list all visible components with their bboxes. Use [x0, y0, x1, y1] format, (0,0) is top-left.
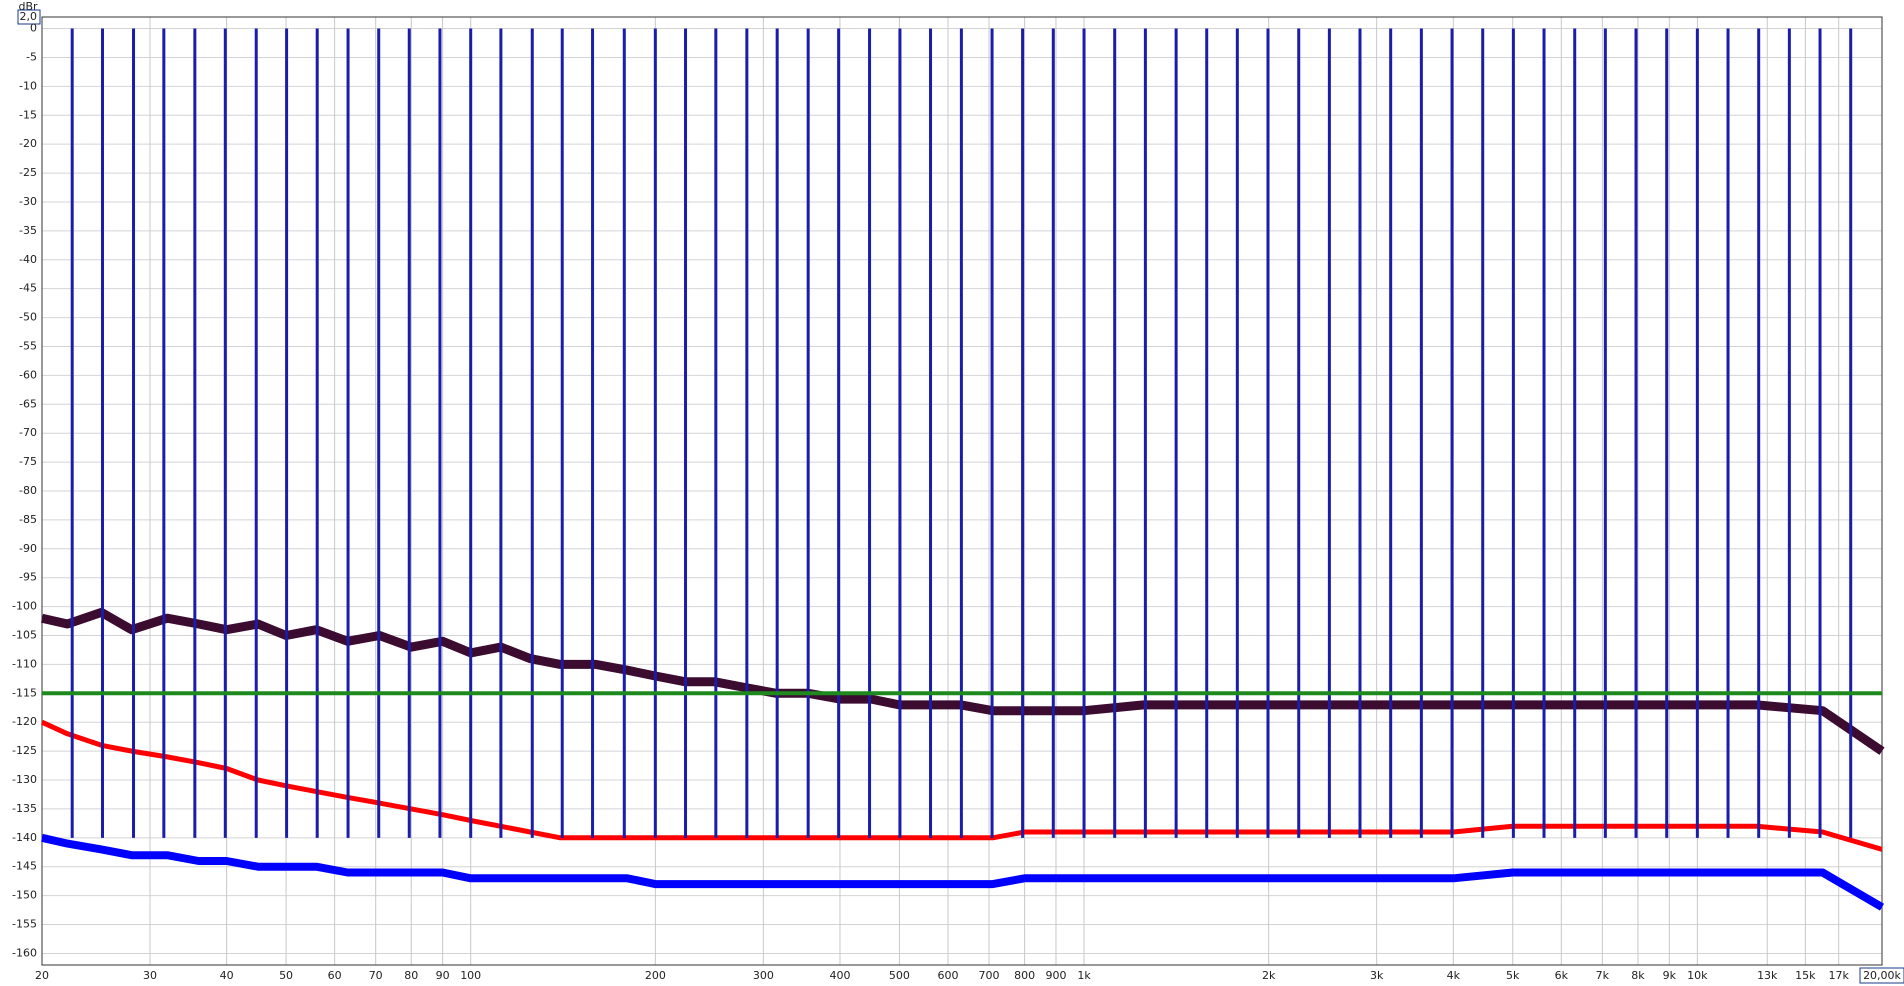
- x-tick-label: 500: [889, 969, 910, 982]
- y-tick-label: -135: [12, 802, 37, 815]
- y-tick-label: 2,0: [20, 10, 38, 23]
- y-tick-label: -120: [12, 715, 37, 728]
- x-tick-label: 17k: [1829, 969, 1850, 982]
- y-tick-label: -105: [12, 629, 37, 642]
- x-tick-label: 100: [460, 969, 481, 982]
- x-tick-label: 800: [1014, 969, 1035, 982]
- x-tick-label: 6k: [1555, 969, 1569, 982]
- y-tick-label: -90: [19, 542, 37, 555]
- x-tick-label: 50: [279, 969, 293, 982]
- x-tick-label: 900: [1045, 969, 1066, 982]
- y-tick-label: -30: [19, 195, 37, 208]
- x-tick-label: 5k: [1506, 969, 1520, 982]
- y-tick-label: -45: [19, 282, 37, 295]
- x-tick-label: 30: [143, 969, 157, 982]
- y-tick-label: -100: [12, 600, 37, 613]
- y-tick-label: -140: [12, 831, 37, 844]
- x-tick-label: 600: [937, 969, 958, 982]
- y-tick-label: -160: [12, 946, 37, 959]
- spectrum-line: [40, 607, 1885, 755]
- x-tick-label: 20: [35, 969, 49, 982]
- x-tick-label: 400: [829, 969, 850, 982]
- y-tick-label: -75: [19, 455, 37, 468]
- y-tick-label: -70: [19, 426, 37, 439]
- spectrum-line: [40, 719, 1883, 852]
- y-tick-label: -145: [12, 860, 37, 873]
- y-tick-label: -130: [12, 773, 37, 786]
- x-tick-label: 300: [753, 969, 774, 982]
- y-tick-label: -95: [19, 571, 37, 584]
- y-tick-label: -50: [19, 311, 37, 324]
- y-tick-label: -5: [26, 50, 37, 63]
- x-tick-label: 9k: [1663, 969, 1677, 982]
- x-tick-label: 2k: [1262, 969, 1276, 982]
- range-box: [1859, 967, 1904, 984]
- y-tick-label: -150: [12, 889, 37, 902]
- y-tick-label: -55: [19, 339, 37, 352]
- y-tick-label: -15: [19, 108, 37, 121]
- x-tick-label: 60: [328, 969, 342, 982]
- y-tick-label: -40: [19, 253, 37, 266]
- x-tick-label: 700: [979, 969, 1000, 982]
- x-tick-label: 15k: [1795, 969, 1816, 982]
- x-tick-label: 13k: [1757, 969, 1778, 982]
- y-tick-label: -20: [19, 137, 37, 150]
- x-tick-label: 40: [220, 969, 234, 982]
- y-tick-label: -60: [19, 368, 37, 381]
- y-tick-label: -10: [19, 79, 37, 92]
- y-tick-label: 0: [30, 22, 37, 35]
- y-tick-label: -80: [19, 484, 37, 497]
- x-tick-label: 90: [436, 969, 450, 982]
- y-tick-label: -155: [12, 918, 37, 931]
- x-tick-label: 200: [645, 969, 666, 982]
- x-tick-label: 3k: [1370, 969, 1384, 982]
- x-tick-label: 8k: [1631, 969, 1645, 982]
- x-tick-label: 20,00k: [1863, 969, 1901, 982]
- y-tick-label: -125: [12, 744, 37, 757]
- x-tick-label: 10k: [1687, 969, 1708, 982]
- x-tick-label: 4k: [1447, 969, 1461, 982]
- x-tick-label: 1k: [1077, 969, 1091, 982]
- y-tick-label: -110: [12, 657, 37, 670]
- y-tick-label: -25: [19, 166, 37, 179]
- x-tick-label: 7k: [1596, 969, 1610, 982]
- y-tick-label: -35: [19, 224, 37, 237]
- y-tick-label: -115: [12, 686, 37, 699]
- spectrum-line: [41, 833, 1885, 911]
- x-tick-label: 80: [404, 969, 418, 982]
- range-box: [17, 9, 41, 25]
- y-tick-label: -65: [19, 397, 37, 410]
- x-tick-label: 70: [369, 969, 383, 982]
- plot-frame: [41, 16, 1883, 966]
- y-tick-label: -85: [19, 513, 37, 526]
